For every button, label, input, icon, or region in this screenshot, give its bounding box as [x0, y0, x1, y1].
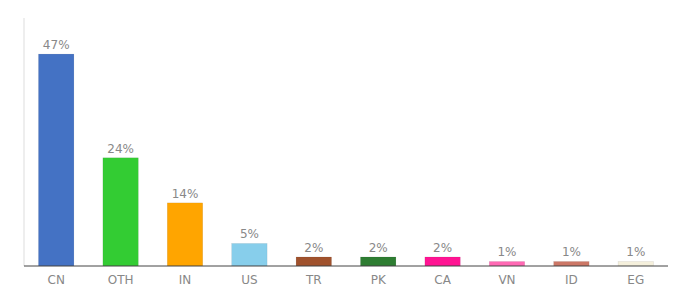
x-tick-label: IN [179, 273, 192, 287]
data-label: 24% [107, 142, 134, 156]
y-axis-line [24, 18, 25, 266]
x-tick-label: PK [371, 273, 387, 287]
x-tick-label: EG [627, 273, 644, 287]
bar [554, 261, 589, 266]
bar [360, 257, 395, 266]
x-tick-label: CA [434, 273, 451, 287]
bar [167, 203, 202, 266]
bars [38, 54, 653, 266]
x-tick-label: US [241, 273, 257, 287]
data-label: 2% [304, 241, 323, 255]
x-tick-label: TR [305, 273, 322, 287]
data-label: 2% [369, 241, 388, 255]
bar [425, 257, 460, 266]
bar [232, 243, 267, 266]
data-label: 2% [433, 241, 452, 255]
x-tick-label: ID [565, 273, 578, 287]
x-tick-label: OTH [108, 273, 134, 287]
bar [618, 261, 653, 266]
data-label: 5% [240, 227, 259, 241]
data-label: 1% [626, 245, 645, 259]
bar [489, 261, 524, 266]
data-label: 1% [497, 245, 516, 259]
chart-container: 47% 24% 14% 5% 2% 2% 2% 1% 1% 1% CN OTH IN US TR PK CA VN… [0, 0, 680, 300]
x-tick-label: VN [498, 273, 515, 287]
bar [296, 257, 331, 266]
x-axis-line [24, 266, 668, 267]
data-label: 1% [562, 245, 581, 259]
data-label: 47% [43, 38, 70, 52]
data-label: 14% [172, 187, 199, 201]
x-tick-label: CN [48, 273, 65, 287]
bar [38, 54, 73, 266]
bar [103, 158, 138, 266]
chart: 47% 24% 14% 5% 2% 2% 2% 1% 1% 1% CN OTH IN US TR PK CA VN… [0, 0, 680, 300]
